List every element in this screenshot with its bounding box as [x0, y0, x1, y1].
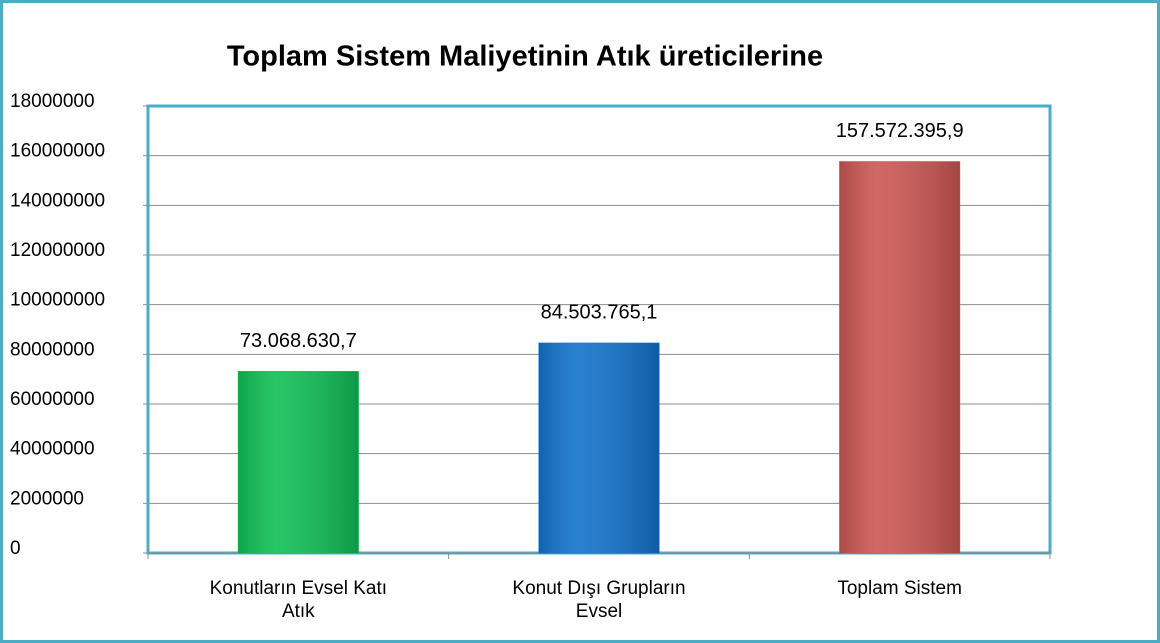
y-tick-label: 160000000	[10, 141, 105, 162]
y-tick-label: 0	[10, 538, 21, 559]
x-tick-label: Toplam Sistem	[837, 578, 962, 599]
y-tick-label: 140000000	[10, 190, 105, 211]
x-tick-label: Konut Dışı Grupların Evsel	[512, 578, 686, 622]
y-tick-label: 40000000	[10, 439, 95, 460]
y-tick-label: 100000000	[10, 290, 105, 311]
y-tick-label: 120000000	[10, 240, 105, 261]
bar-shade	[539, 343, 659, 553]
y-tick-label: 60000000	[10, 389, 95, 410]
value-label: 157.572.395,9	[836, 120, 964, 142]
bar-shade	[238, 371, 359, 553]
y-tick-label: 18000000	[10, 91, 95, 112]
chart-title: Toplam Sistem Maliyetinin Atık üreticile…	[227, 41, 823, 73]
bar-shade	[839, 161, 960, 553]
x-tick-label: Konutların Evsel Katı Atık	[209, 578, 388, 622]
value-label: 84.503.765,1	[541, 301, 658, 323]
value-label: 73.068.630,7	[240, 330, 357, 352]
y-tick-label: 2000000	[10, 488, 84, 509]
y-tick-label: 80000000	[10, 339, 95, 360]
